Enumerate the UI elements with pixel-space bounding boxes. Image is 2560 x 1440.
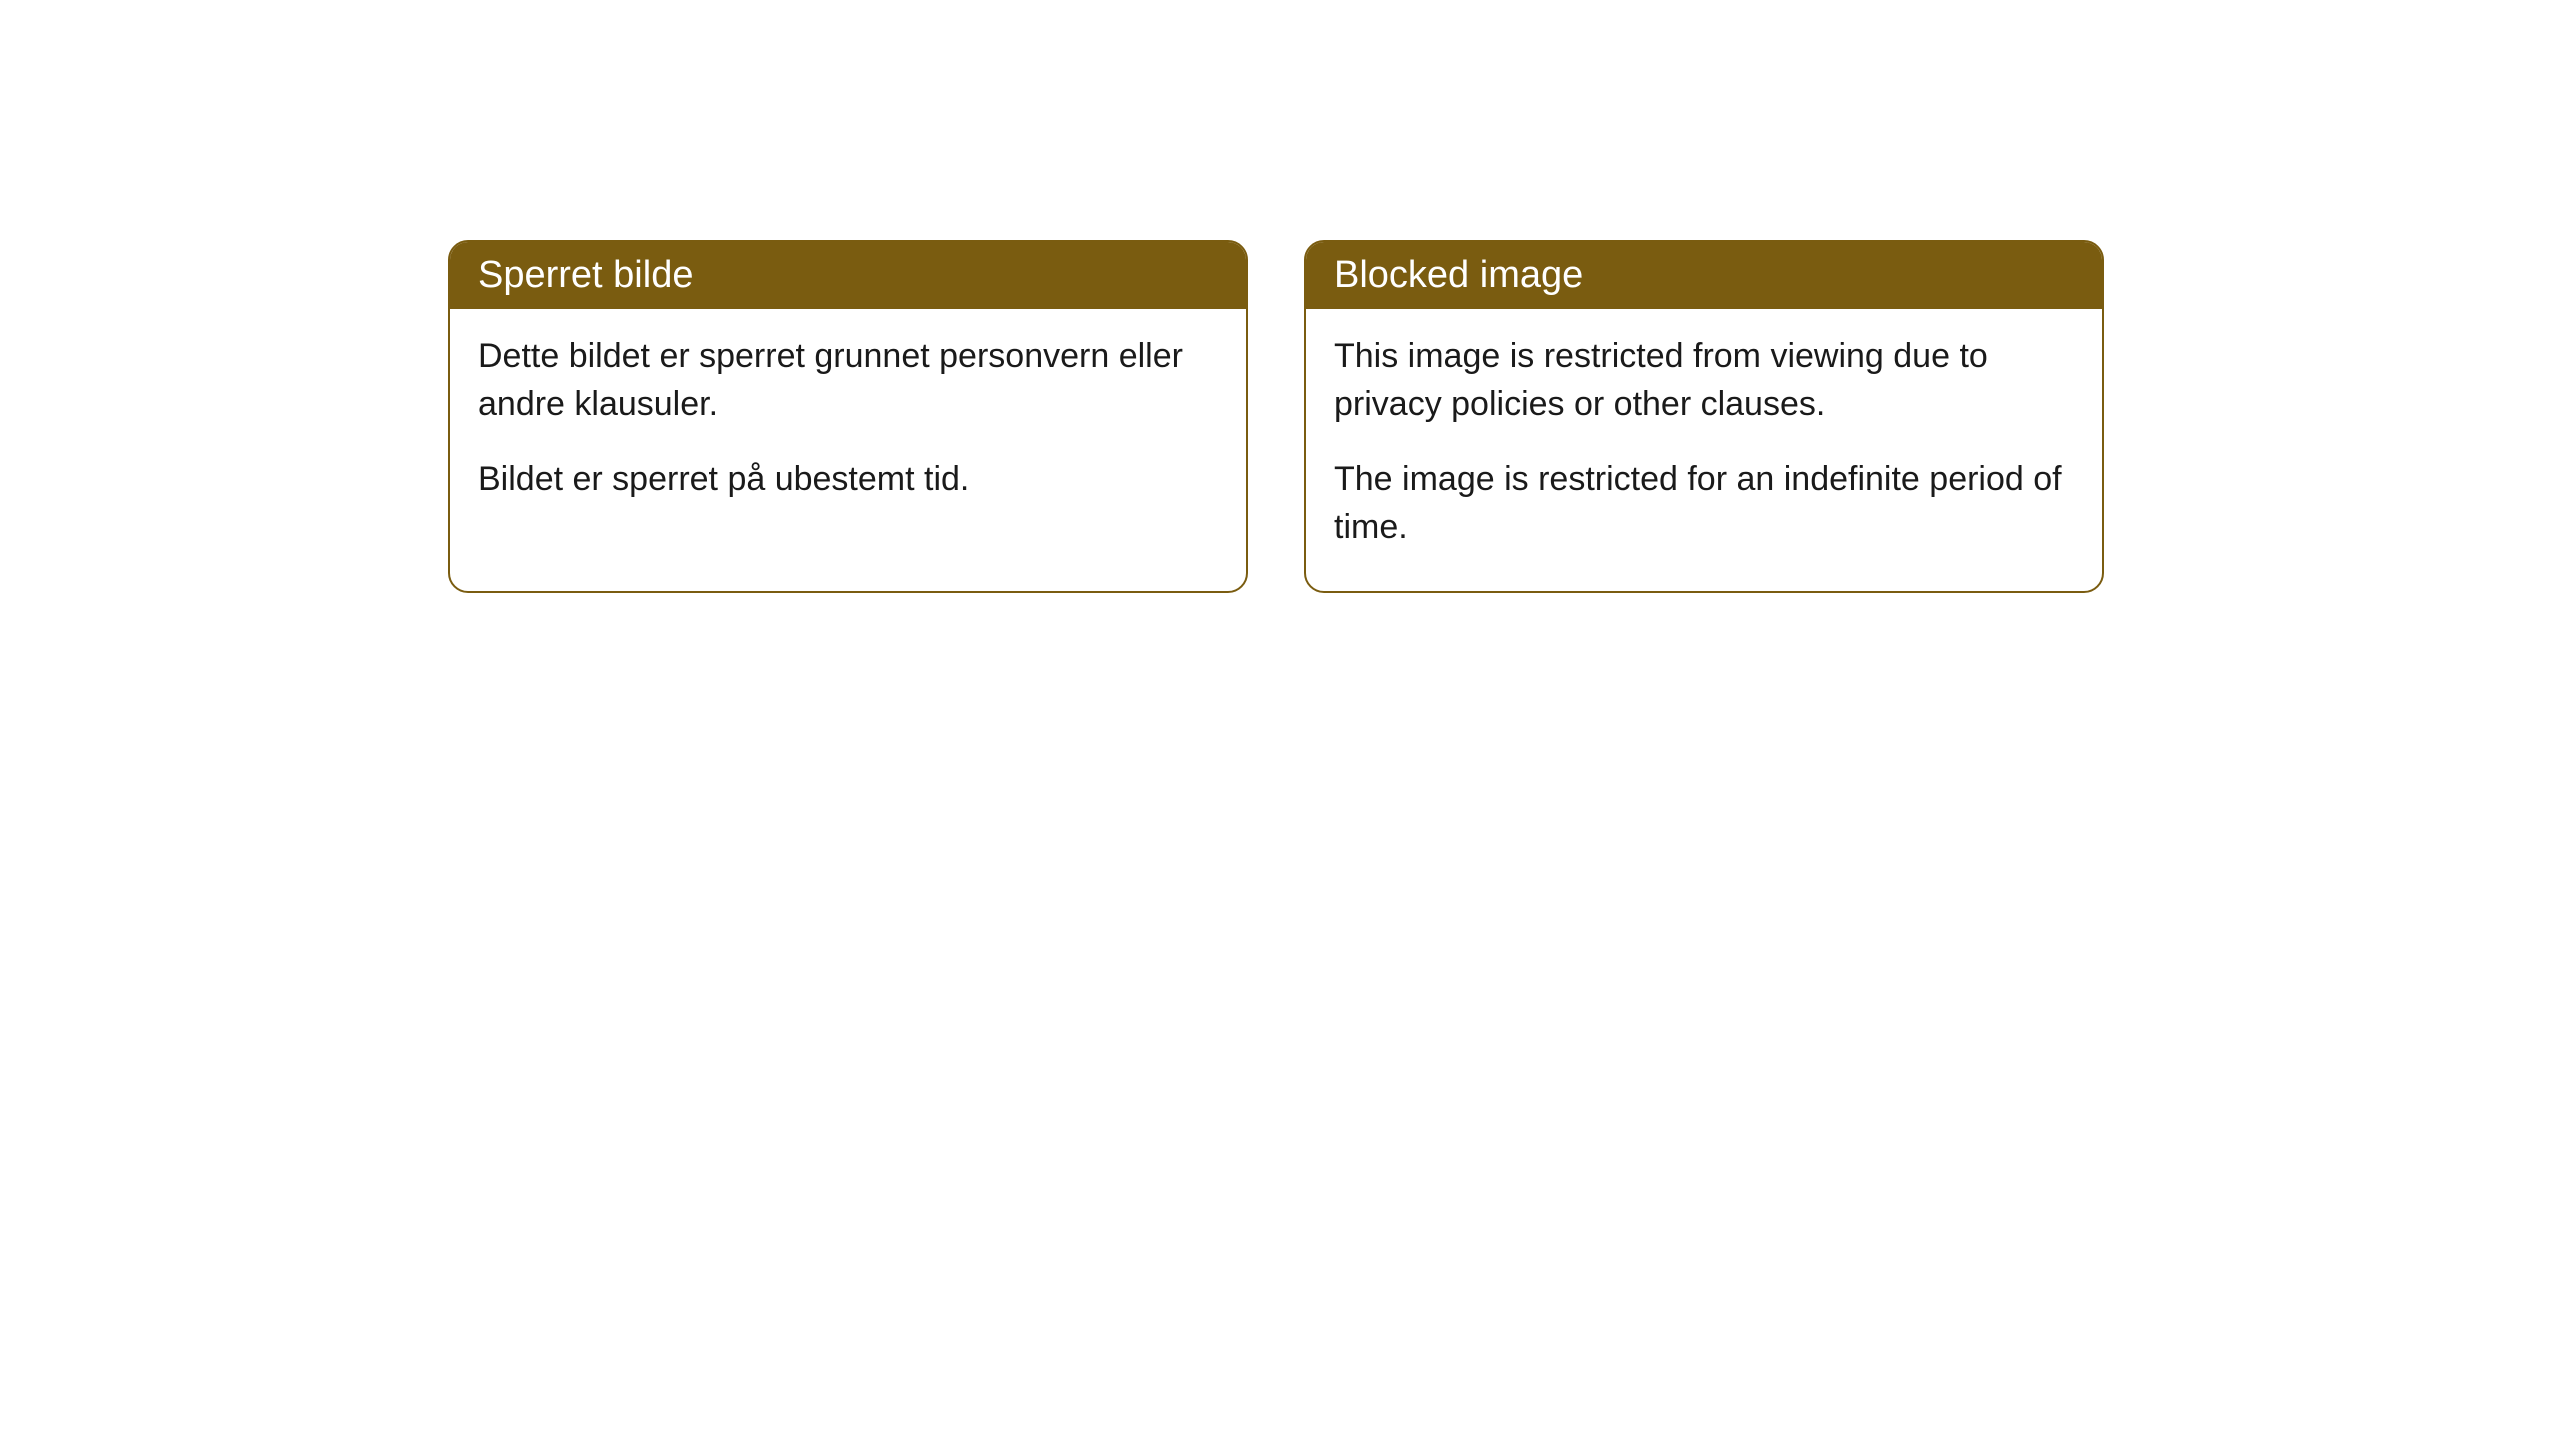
card-paragraph: This image is restricted from viewing du… bbox=[1334, 333, 2074, 428]
notice-cards-container: Sperret bilde Dette bildet er sperret gr… bbox=[448, 240, 2104, 593]
card-title: Blocked image bbox=[1334, 254, 1583, 296]
notice-card-english: Blocked image This image is restricted f… bbox=[1304, 240, 2104, 593]
card-title: Sperret bilde bbox=[478, 254, 693, 296]
card-header-norwegian: Sperret bilde bbox=[450, 242, 1246, 309]
card-paragraph: The image is restricted for an indefinit… bbox=[1334, 456, 2074, 551]
card-paragraph: Dette bildet er sperret grunnet personve… bbox=[478, 333, 1218, 428]
card-body-english: This image is restricted from viewing du… bbox=[1306, 309, 2102, 591]
notice-card-norwegian: Sperret bilde Dette bildet er sperret gr… bbox=[448, 240, 1248, 593]
card-header-english: Blocked image bbox=[1306, 242, 2102, 309]
card-body-norwegian: Dette bildet er sperret grunnet personve… bbox=[450, 309, 1246, 544]
card-paragraph: Bildet er sperret på ubestemt tid. bbox=[478, 456, 1218, 504]
